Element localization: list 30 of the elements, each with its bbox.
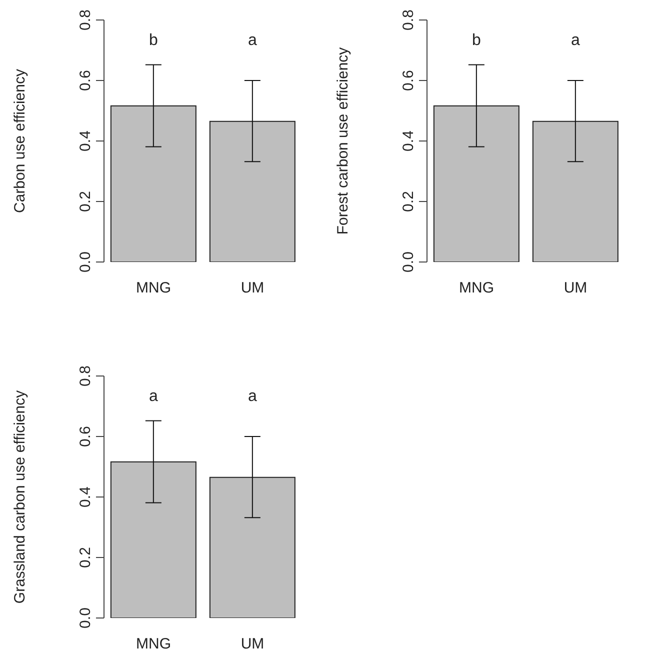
y-tick-label: 0.8 [77,366,94,386]
y-axis-title: Grassland carbon use efficiency [11,390,28,604]
x-tick-label: MNG [459,280,494,297]
y-tick-label: 0.6 [400,70,417,91]
x-tick-label: UM [564,280,588,297]
y-tick-label: 0.8 [77,10,94,30]
x-tick-label: MNG [136,636,171,653]
annotation: b [149,32,158,50]
y-axis-title: Forest carbon use efficiency [334,46,352,235]
x-tick-label: UM [240,280,264,297]
y-tick-label: 0.0 [400,252,417,272]
y-tick-label: 0.6 [77,426,94,447]
y-tick-label: 0.2 [77,191,94,212]
y-tick-label: 0.8 [400,10,417,30]
y-tick-label: 0.4 [77,130,94,152]
annotation: a [149,388,158,406]
y-tick-label: 0.0 [77,252,94,272]
y-tick-label: 0.4 [400,130,417,152]
x-tick-label: UM [240,636,264,653]
annotation: b [472,32,482,50]
annotation: a [571,32,580,50]
y-tick-label: 0.2 [77,547,94,568]
annotation: a [248,32,258,50]
y-axis-title: Carbon use efficiency [11,68,28,213]
annotation: a [248,388,258,406]
y-tick-label: 0.0 [77,608,94,628]
y-tick-label: 0.4 [77,486,94,508]
x-tick-label: MNG [136,280,171,297]
y-tick-label: 0.2 [400,191,417,212]
y-tick-label: 0.6 [77,70,94,91]
